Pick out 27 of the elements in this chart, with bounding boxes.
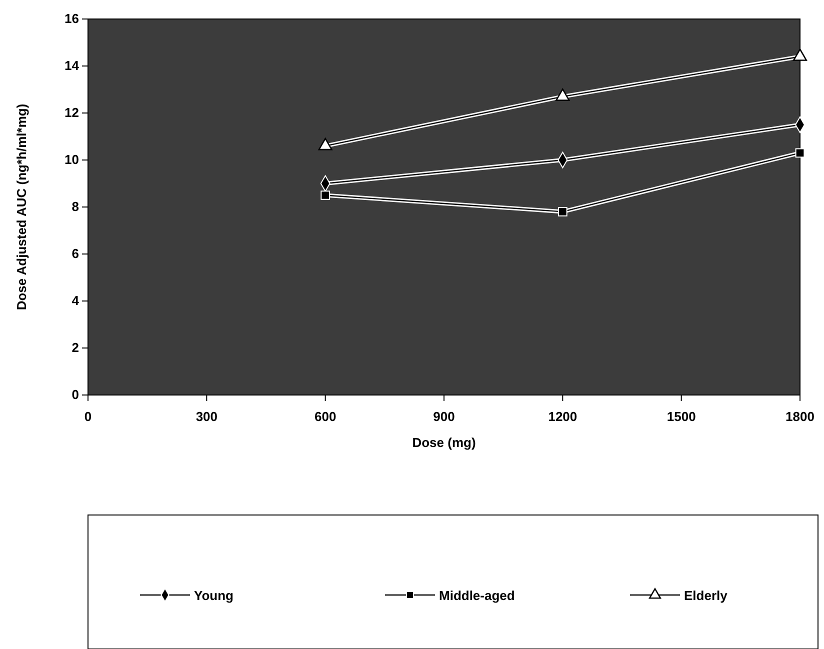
- point: [320, 190, 330, 200]
- y-tick-label: 16: [64, 11, 79, 26]
- legend-label: Elderly: [684, 588, 728, 603]
- point: [792, 48, 808, 61]
- x-axis-title: Dose (mg): [412, 435, 476, 450]
- y-tick-label: 4: [72, 293, 80, 308]
- y-axis-title: Dose Adjusted AUC (ng*h/ml*mg): [14, 104, 29, 310]
- y-tick-label: 2: [72, 340, 79, 356]
- point: [558, 207, 568, 216]
- point: [556, 88, 570, 101]
- x-tick-label: 1500: [666, 408, 696, 424]
- point: [318, 138, 332, 150]
- x-tick-label: 1800: [786, 408, 814, 424]
- x-tick-label: 1200: [548, 408, 578, 424]
- y-tick-label: 0: [72, 387, 79, 402]
- y-tick-label: 10: [64, 152, 79, 168]
- legend-label: Middle-aged: [439, 588, 515, 603]
- y-tick-label: 12: [64, 105, 79, 120]
- y-tick-label: 14: [64, 58, 80, 74]
- y-tick-label: 8: [72, 199, 79, 214]
- x-tick-label: 300: [196, 408, 218, 424]
- legend-label: Young: [194, 588, 234, 603]
- x-tick-label: 600: [314, 408, 336, 424]
- x-tick-label: 900: [433, 408, 455, 424]
- y-tick-label: 6: [72, 246, 79, 262]
- x-tick-label: 0: [84, 408, 92, 424]
- point: [795, 148, 805, 158]
